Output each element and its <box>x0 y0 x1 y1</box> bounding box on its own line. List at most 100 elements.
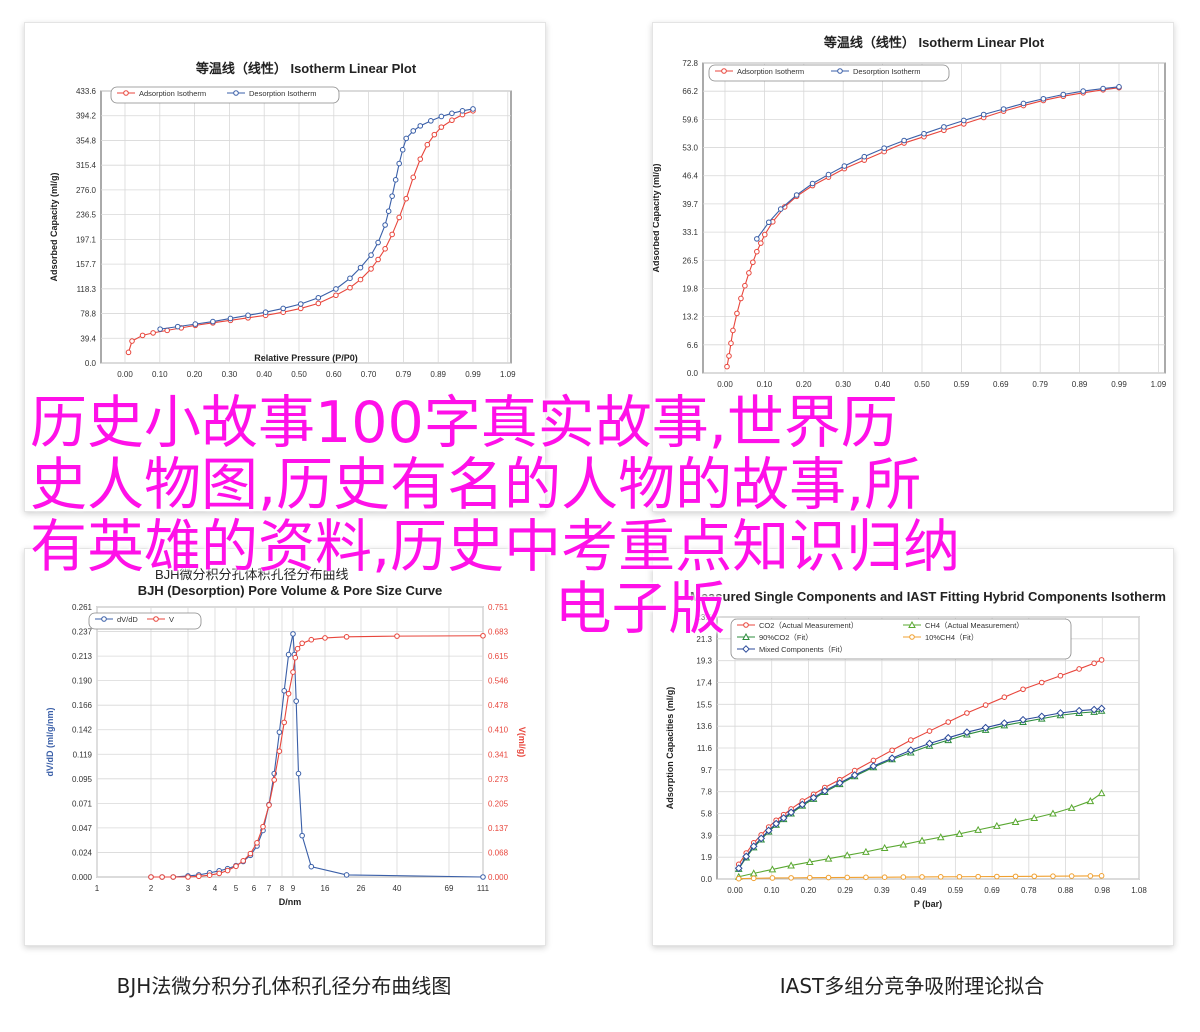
y-tick-label: 0.142 <box>72 726 93 735</box>
x-axis-label: Relative Pressure (P/P0) <box>254 353 358 363</box>
data-point <box>260 823 266 830</box>
x-tick-label: 0.30 <box>835 380 851 389</box>
data-point <box>982 702 989 708</box>
data-point <box>357 276 364 283</box>
legend-marker <box>153 616 159 622</box>
x-tick-label: 0.69 <box>993 380 1009 389</box>
x-tick-label: 0.78 <box>1021 886 1037 895</box>
y-axis: 0.000 0.024 0.047 0.071 0.095 0.119 0.142 0.166… <box>72 603 93 882</box>
chart-title: Measured Single Components and IAST Fitt… <box>690 589 1166 604</box>
data-point <box>1060 91 1067 98</box>
data-point <box>735 875 742 882</box>
data-point <box>980 111 987 118</box>
y-tick-label: 0.095 <box>72 775 93 784</box>
data-point <box>389 231 395 238</box>
x-tick-label: 69 <box>445 884 454 893</box>
data-point <box>1037 712 1046 721</box>
data-point <box>1068 873 1075 879</box>
data-point <box>1116 84 1122 90</box>
y-tick-label: 276.0 <box>76 186 97 195</box>
data-point <box>945 719 952 725</box>
data-point <box>1067 803 1076 811</box>
x-tick-label: 5 <box>234 884 239 893</box>
data-point <box>1091 660 1097 667</box>
data-point <box>901 137 907 144</box>
x-tick-label: 0.49 <box>911 886 927 895</box>
data-point <box>787 808 796 817</box>
data-point <box>921 130 927 137</box>
x-tick-label: 2 <box>149 884 154 893</box>
data-point <box>742 852 751 861</box>
data-point <box>1030 813 1039 822</box>
y-tick-label: 59.6 <box>682 115 698 124</box>
x-axis-label: P (bar) <box>914 899 942 909</box>
legend-label: dV/dD <box>117 615 138 624</box>
y-tick-label: 0.119 <box>73 750 93 759</box>
data-point <box>375 256 381 263</box>
overlay-line-4: 电子版 <box>554 576 726 642</box>
data-point <box>787 861 795 869</box>
data-point <box>1020 686 1026 693</box>
x-tick-label: 0.79 <box>396 370 412 379</box>
chart-title: 等温线（线性） Isotherm Linear Plot <box>195 61 417 76</box>
data-point <box>276 748 283 754</box>
y2-axis-label: V(ml/g) <box>517 727 527 758</box>
data-point <box>944 733 953 742</box>
isotherm-linear-plot-chart-2: 等温线（线性） Isotherm Linear Plot 0.00 0.10 0.20… <box>653 35 1167 389</box>
data-point <box>394 633 400 639</box>
data-point <box>449 117 455 124</box>
data-point <box>1001 694 1008 700</box>
data-point <box>1038 679 1045 686</box>
legend: Adsorption Isotherm Desorption Isotherm <box>110 86 340 104</box>
legend-marker <box>233 90 239 96</box>
y-axis-label: Adsorbed Capacity (ml/g) <box>653 163 661 272</box>
x-tick-label: 0.88 <box>1058 886 1074 895</box>
x-tick-label: 0.60 <box>326 370 342 379</box>
data-point <box>227 315 234 322</box>
data-point <box>290 631 296 637</box>
data-point <box>1076 666 1082 672</box>
y-tick-label: 53.0 <box>682 144 698 153</box>
data-point <box>403 135 410 142</box>
data-point <box>843 851 852 859</box>
data-point <box>825 171 832 178</box>
data-point <box>835 779 844 787</box>
caption-bjh: BJH法微分积分孔体积孔径分布曲线图 <box>116 974 452 998</box>
data-point <box>431 131 438 138</box>
x-tick-label: 0.99 <box>1111 380 1127 389</box>
x-tick-label: 40 <box>393 884 402 893</box>
data-point <box>297 301 304 307</box>
x-tick-label: 16 <box>321 884 330 893</box>
data-point <box>960 117 967 124</box>
data-point <box>280 305 286 312</box>
x-tick-label: 0.30 <box>222 370 238 379</box>
isotherm-linear-plot-chart-1: 等温线（线性） Isotherm Linear Plot 0.00 0.10 0.20… <box>49 61 516 379</box>
data-point <box>975 873 981 880</box>
x-tick-label: 0.69 <box>984 886 1000 895</box>
y-tick-label: 157.7 <box>76 260 97 269</box>
series-1 <box>724 84 1122 370</box>
data-point <box>825 874 832 881</box>
x-tick-label: 1.09 <box>500 370 516 379</box>
data-point <box>981 723 990 732</box>
x-tick-label: 0.00 <box>117 370 133 379</box>
y-tick-label: 78.8 <box>80 310 96 319</box>
data-point <box>1040 95 1047 102</box>
x-tick-label: 7 <box>267 884 272 893</box>
y-axis-label: Adsorption Capacities (ml/g) <box>665 687 675 810</box>
data-point <box>449 110 455 117</box>
y-tick-label: 0.000 <box>72 873 93 882</box>
data-point <box>863 874 869 881</box>
data-point <box>396 160 402 167</box>
data-point <box>880 843 889 851</box>
data-point <box>343 634 350 640</box>
data-point <box>750 875 757 882</box>
y-tick-label: 39.4 <box>80 334 96 343</box>
data-point <box>793 192 800 198</box>
data-point <box>292 654 299 661</box>
y-tick-label: 13.6 <box>696 722 712 731</box>
y-tick-label: 0.0 <box>701 875 713 884</box>
data-point <box>254 840 260 846</box>
y-tick-label: 0.071 <box>72 799 93 808</box>
legend-marker <box>101 616 107 622</box>
